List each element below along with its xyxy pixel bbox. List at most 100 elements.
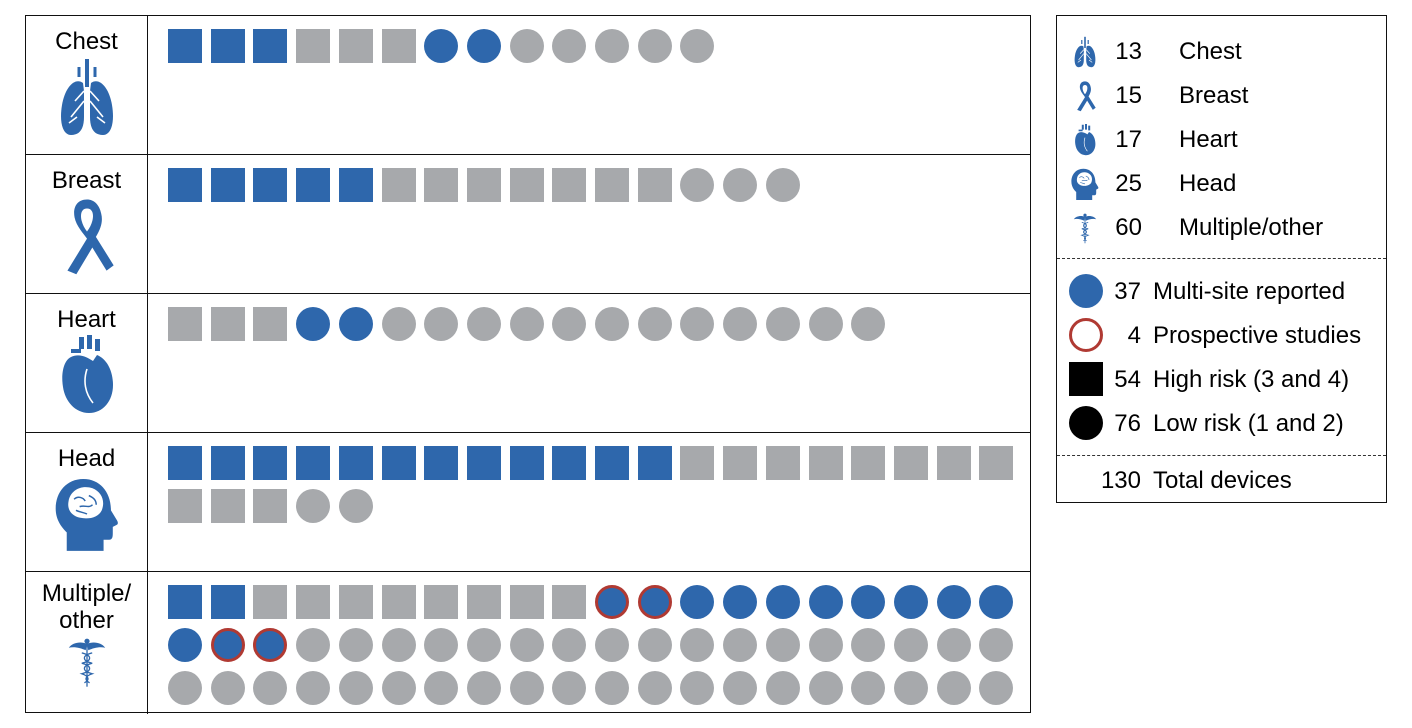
high-risk-square-multi-site: [168, 585, 202, 619]
row-divider: [26, 571, 1030, 572]
high-risk-square: [552, 585, 587, 619]
low-risk-circle: [466, 307, 501, 341]
high-risk-square: [381, 585, 416, 619]
high-risk-square: [552, 168, 587, 202]
low-risk-circle: [808, 671, 843, 705]
low-risk-circle: [424, 628, 459, 662]
low-risk-circle: [723, 628, 758, 662]
low-risk-circle: [893, 671, 928, 705]
low-risk-circle: [253, 671, 288, 705]
legend-marker-count: 76: [1114, 410, 1141, 437]
row-3: Heart: [26, 293, 1030, 433]
low-risk-circle: [680, 29, 715, 63]
legend-marker-label: Low risk (1 and 2): [1153, 410, 1344, 437]
legend-marker-count: 37: [1114, 278, 1141, 305]
row-marks: [148, 433, 1030, 572]
low-risk-circle-multi-site: [296, 307, 331, 341]
heart-icon: [52, 335, 122, 415]
row-label-text: other: [59, 607, 114, 634]
low-risk-circle: [466, 671, 501, 705]
low-risk-circle: [851, 671, 886, 705]
row-label-text: Heart: [57, 306, 116, 333]
row-marks: [148, 155, 1030, 294]
legend-marker-label: High risk (3 and 4): [1153, 366, 1350, 393]
low-risk-circle: [808, 307, 843, 341]
head-icon: [1069, 168, 1101, 200]
row-2: Breast: [26, 154, 1030, 294]
high-risk-square-multi-site: [168, 29, 202, 63]
legend-marker: 54 High risk (3 and 4): [1057, 360, 1386, 400]
legend-total-count: 130: [1100, 467, 1141, 494]
ribbon-icon: [1069, 80, 1101, 112]
high-risk-square-multi-site: [552, 446, 587, 480]
low-risk-circle: [851, 307, 886, 341]
legend-category: 17 Heart: [1057, 120, 1386, 160]
row-divider: [26, 293, 1030, 294]
low-risk-circle: [808, 628, 843, 662]
high-risk-square-multi-site: [253, 446, 288, 480]
low-risk-circle-multi-site: [851, 585, 886, 619]
high-risk-square-multi-site: [210, 585, 245, 619]
black-circle-swatch: [1069, 406, 1103, 440]
low-risk-circle-multi-site-prospective: [637, 585, 672, 619]
row-label-text: Chest: [55, 28, 118, 55]
low-risk-circle-multi-site: [466, 29, 501, 63]
high-risk-square-multi-site: [253, 29, 288, 63]
high-risk-square: [765, 446, 800, 480]
low-risk-circle: [765, 168, 800, 202]
high-risk-square-multi-site: [338, 168, 373, 202]
legend-category-label: Multiple/other: [1179, 214, 1324, 241]
high-risk-square: [338, 29, 373, 63]
low-risk-circle: [338, 671, 373, 705]
low-risk-circle: [210, 671, 245, 705]
high-risk-square: [381, 168, 416, 202]
legend-category: 13 Chest: [1057, 32, 1386, 72]
low-risk-circle: [509, 29, 544, 63]
row-4: Head: [26, 432, 1030, 572]
low-risk-circle: [723, 671, 758, 705]
low-risk-circle: [765, 307, 800, 341]
low-risk-circle: [168, 671, 202, 705]
legend-category-count: 17: [1115, 126, 1142, 153]
low-risk-circle: [680, 628, 715, 662]
low-risk-circle: [296, 671, 331, 705]
head-icon: [52, 474, 122, 554]
high-risk-square: [680, 446, 715, 480]
high-risk-square: [253, 489, 288, 523]
low-risk-circle: [296, 489, 331, 523]
lungs-icon: [1069, 36, 1101, 68]
low-risk-circle: [595, 628, 629, 662]
legend-total: 130 Total devices: [1057, 461, 1386, 501]
low-risk-circle-multi-site: [808, 585, 843, 619]
high-risk-square: [595, 168, 629, 202]
low-risk-circle: [637, 671, 672, 705]
low-risk-circle: [509, 307, 544, 341]
high-risk-square: [808, 446, 843, 480]
high-risk-square: [893, 446, 928, 480]
high-risk-square: [466, 585, 501, 619]
high-risk-square: [509, 168, 544, 202]
legend-divider: [1057, 258, 1386, 259]
low-risk-circle-multi-site: [338, 307, 373, 341]
legend-category: 15 Breast: [1057, 76, 1386, 116]
row-label: Heart: [26, 294, 148, 433]
legend-category-count: 60: [1115, 214, 1142, 241]
legend-category: 25 Head: [1057, 164, 1386, 204]
high-risk-square-multi-site: [466, 446, 501, 480]
legend-marker-count: 4: [1127, 322, 1141, 349]
legend: 13 Chest 15 Breast 17 Heart 25 Head 60 Multiple/o…: [1056, 15, 1387, 503]
high-risk-square: [338, 585, 373, 619]
row-1: Chest: [26, 16, 1030, 155]
low-risk-circle: [338, 628, 373, 662]
low-risk-circle: [424, 307, 459, 341]
row-marks: [148, 294, 1030, 433]
low-risk-circle-multi-site-prospective: [253, 628, 288, 662]
heart-icon: [1069, 124, 1101, 156]
low-risk-circle-multi-site: [765, 585, 800, 619]
high-risk-square: [253, 585, 288, 619]
low-risk-circle-multi-site: [680, 585, 715, 619]
legend-marker-label: Multi-site reported: [1153, 278, 1346, 305]
high-risk-square-multi-site: [595, 446, 629, 480]
low-risk-circle: [765, 671, 800, 705]
low-risk-circle: [936, 671, 971, 705]
